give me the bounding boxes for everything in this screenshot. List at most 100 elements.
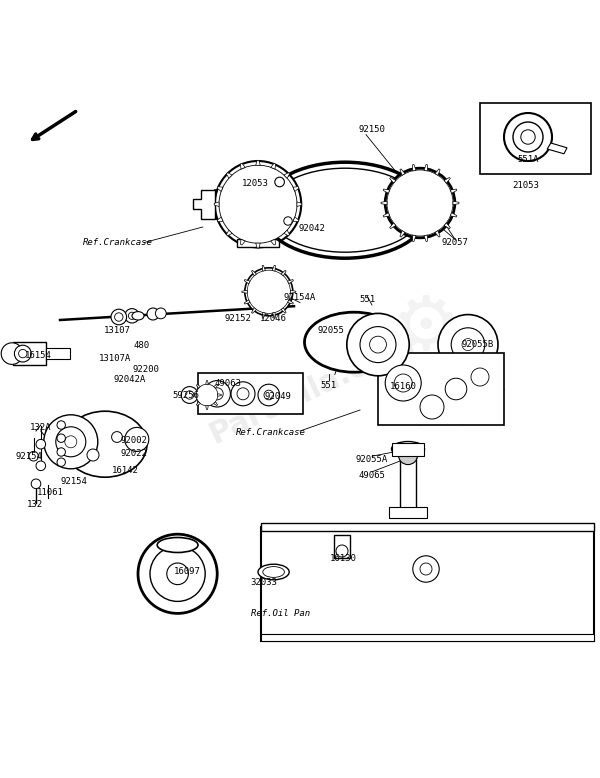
Circle shape [420, 563, 432, 575]
Text: 92055B: 92055B [461, 340, 494, 349]
Text: 16154: 16154 [25, 351, 52, 360]
Bar [480, 103, 591, 174]
Polygon shape [271, 163, 275, 169]
Polygon shape [214, 202, 219, 206]
Circle shape [398, 445, 418, 464]
Circle shape [385, 365, 421, 401]
Circle shape [36, 461, 46, 471]
Polygon shape [251, 308, 256, 314]
Polygon shape [444, 177, 451, 183]
Bar [400, 449, 416, 515]
Polygon shape [451, 212, 457, 217]
Circle shape [57, 434, 65, 443]
Circle shape [396, 179, 444, 227]
Polygon shape [297, 202, 302, 206]
Text: 480: 480 [134, 342, 149, 350]
Polygon shape [217, 187, 223, 191]
Circle shape [336, 545, 348, 557]
Circle shape [150, 546, 205, 601]
Circle shape [471, 368, 489, 386]
Circle shape [413, 555, 439, 582]
Polygon shape [251, 270, 256, 276]
Circle shape [521, 130, 535, 144]
Circle shape [36, 440, 46, 449]
Circle shape [215, 161, 301, 247]
Polygon shape [261, 527, 594, 641]
Polygon shape [214, 401, 218, 405]
Text: 92154A: 92154A [284, 293, 316, 303]
Circle shape [57, 421, 65, 429]
Ellipse shape [305, 312, 404, 372]
Text: 92055: 92055 [318, 326, 344, 335]
Circle shape [57, 448, 65, 456]
Text: 92200: 92200 [133, 365, 160, 373]
Circle shape [275, 177, 284, 187]
Text: 92154: 92154 [61, 477, 88, 486]
Polygon shape [271, 240, 275, 245]
Polygon shape [242, 290, 247, 293]
Polygon shape [272, 313, 275, 318]
Circle shape [259, 282, 278, 301]
Circle shape [125, 309, 139, 323]
Circle shape [387, 170, 453, 236]
Circle shape [264, 391, 274, 400]
Polygon shape [256, 244, 260, 248]
Circle shape [231, 382, 255, 406]
Polygon shape [218, 394, 221, 396]
Circle shape [462, 338, 474, 351]
Circle shape [29, 451, 38, 461]
Circle shape [56, 427, 86, 457]
Polygon shape [237, 239, 279, 247]
Text: Partzilla.com: Partzilla.com [205, 328, 419, 450]
Polygon shape [193, 394, 196, 396]
Circle shape [284, 217, 292, 225]
Text: 551: 551 [321, 381, 337, 391]
Ellipse shape [157, 538, 198, 552]
Polygon shape [383, 189, 389, 194]
Polygon shape [400, 230, 405, 237]
Text: 12046: 12046 [260, 314, 287, 323]
Text: 92042: 92042 [299, 224, 325, 233]
Circle shape [31, 479, 41, 489]
Text: 92057: 92057 [442, 238, 468, 247]
Circle shape [204, 380, 230, 407]
Circle shape [409, 192, 431, 214]
Polygon shape [226, 173, 232, 178]
Polygon shape [451, 189, 457, 194]
Polygon shape [424, 235, 427, 241]
Polygon shape [413, 164, 416, 171]
Polygon shape [381, 202, 387, 205]
Text: 551: 551 [359, 295, 375, 304]
Text: Ref.Crankcase: Ref.Crankcase [236, 428, 306, 436]
Circle shape [245, 191, 271, 217]
Bar [46, 349, 70, 359]
Polygon shape [389, 223, 396, 229]
Circle shape [167, 563, 188, 584]
Text: 21053: 21053 [512, 180, 539, 190]
Circle shape [111, 309, 127, 324]
Circle shape [219, 165, 297, 244]
Polygon shape [206, 380, 208, 384]
Text: 92022: 92022 [121, 450, 148, 458]
Polygon shape [196, 401, 200, 405]
Circle shape [258, 384, 280, 406]
Circle shape [370, 336, 386, 353]
Circle shape [211, 387, 223, 400]
Circle shape [247, 270, 290, 314]
Bar [392, 443, 424, 456]
Polygon shape [287, 279, 293, 284]
Circle shape [513, 122, 543, 152]
Circle shape [385, 168, 455, 238]
Polygon shape [241, 240, 245, 245]
Polygon shape [262, 265, 265, 271]
Polygon shape [444, 223, 451, 229]
Text: 16142: 16142 [112, 466, 138, 475]
Ellipse shape [132, 312, 144, 320]
Text: 49063: 49063 [215, 379, 241, 387]
Bar [334, 535, 350, 558]
Text: 59256: 59256 [173, 391, 199, 399]
Polygon shape [226, 230, 232, 236]
Ellipse shape [267, 168, 423, 252]
Polygon shape [206, 405, 208, 409]
Circle shape [451, 328, 485, 362]
